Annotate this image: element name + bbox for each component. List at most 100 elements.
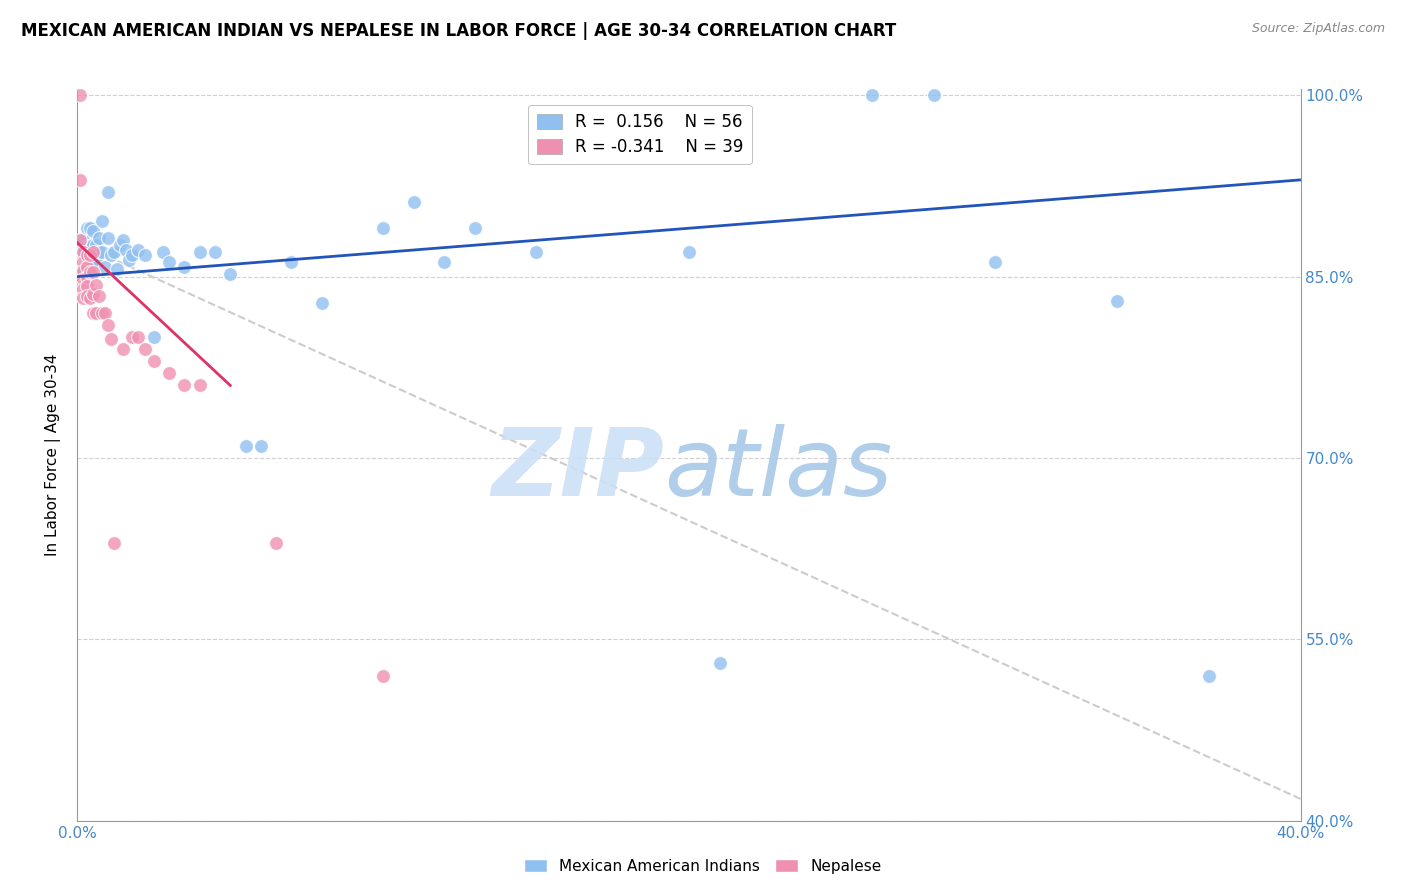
Point bbox=[76, 289, 98, 303]
Point bbox=[112, 342, 135, 356]
Point bbox=[157, 255, 180, 269]
Point bbox=[76, 260, 98, 274]
Point bbox=[69, 233, 91, 247]
Point bbox=[69, 88, 91, 103]
Point bbox=[69, 245, 91, 260]
Point bbox=[79, 291, 101, 305]
Point bbox=[69, 173, 91, 187]
Point bbox=[79, 260, 101, 274]
Point bbox=[90, 306, 112, 320]
Point bbox=[1198, 668, 1220, 682]
Point bbox=[72, 233, 94, 247]
Point bbox=[84, 306, 107, 320]
Point bbox=[922, 88, 945, 103]
Point bbox=[82, 306, 104, 320]
Point bbox=[97, 231, 120, 245]
Point bbox=[142, 330, 165, 344]
Point bbox=[79, 239, 101, 253]
Point bbox=[79, 248, 101, 262]
Point bbox=[76, 279, 98, 293]
Point bbox=[90, 245, 112, 260]
Point bbox=[79, 265, 101, 279]
Point bbox=[82, 245, 104, 260]
Point bbox=[134, 248, 156, 262]
Text: atlas: atlas bbox=[665, 424, 893, 515]
Point bbox=[76, 221, 98, 235]
Point bbox=[157, 367, 180, 381]
Point bbox=[76, 260, 98, 274]
Point bbox=[87, 245, 110, 260]
Point bbox=[188, 245, 211, 260]
Point bbox=[1107, 293, 1129, 308]
Point bbox=[76, 269, 98, 284]
Point bbox=[100, 248, 122, 262]
Point bbox=[72, 245, 94, 260]
Legend: Mexican American Indians, Nepalese: Mexican American Indians, Nepalese bbox=[517, 853, 889, 880]
Point bbox=[862, 88, 884, 103]
Point bbox=[121, 330, 143, 344]
Point bbox=[134, 342, 156, 356]
Text: ZIP: ZIP bbox=[492, 424, 665, 516]
Point bbox=[76, 248, 98, 262]
Point bbox=[97, 185, 120, 199]
Text: MEXICAN AMERICAN INDIAN VS NEPALESE IN LABOR FORCE | AGE 30-34 CORRELATION CHART: MEXICAN AMERICAN INDIAN VS NEPALESE IN L… bbox=[21, 22, 897, 40]
Point bbox=[72, 272, 94, 286]
Point bbox=[402, 194, 425, 209]
Y-axis label: In Labor Force | Age 30-34: In Labor Force | Age 30-34 bbox=[45, 353, 62, 557]
Point bbox=[84, 238, 107, 252]
Point bbox=[76, 239, 98, 253]
Point bbox=[112, 233, 135, 247]
Point bbox=[82, 238, 104, 252]
Point bbox=[82, 265, 104, 279]
Point bbox=[82, 286, 104, 301]
Point bbox=[173, 378, 195, 392]
Point bbox=[118, 252, 141, 267]
Point bbox=[311, 296, 333, 310]
Point bbox=[280, 255, 302, 269]
Point bbox=[433, 255, 456, 269]
Point bbox=[100, 333, 122, 347]
Point bbox=[72, 291, 94, 305]
Point bbox=[103, 535, 125, 549]
Point bbox=[188, 378, 211, 392]
Point bbox=[105, 262, 128, 277]
Point bbox=[678, 245, 700, 260]
Point bbox=[87, 231, 110, 245]
Point bbox=[87, 289, 110, 303]
Point bbox=[72, 282, 94, 296]
Point bbox=[371, 221, 394, 235]
Legend: R =  0.156    N = 56, R = -0.341    N = 39: R = 0.156 N = 56, R = -0.341 N = 39 bbox=[529, 105, 752, 164]
Point bbox=[94, 260, 117, 274]
Point bbox=[97, 318, 120, 332]
Point bbox=[128, 243, 150, 257]
Point bbox=[464, 221, 486, 235]
Point bbox=[84, 255, 107, 269]
Point bbox=[72, 263, 94, 277]
Point bbox=[142, 354, 165, 368]
Point bbox=[72, 255, 94, 269]
Point bbox=[82, 224, 104, 238]
Point bbox=[250, 439, 273, 453]
Point bbox=[72, 263, 94, 277]
Point bbox=[90, 214, 112, 228]
Point bbox=[84, 278, 107, 293]
Point bbox=[72, 245, 94, 260]
Point bbox=[524, 245, 547, 260]
Point bbox=[219, 267, 242, 281]
Point bbox=[264, 535, 287, 549]
Point bbox=[103, 245, 125, 260]
Point bbox=[69, 233, 91, 247]
Point bbox=[709, 657, 731, 671]
Text: Source: ZipAtlas.com: Source: ZipAtlas.com bbox=[1251, 22, 1385, 36]
Point bbox=[79, 221, 101, 235]
Point bbox=[108, 238, 131, 252]
Point bbox=[371, 668, 394, 682]
Point bbox=[82, 255, 104, 269]
Point bbox=[173, 260, 195, 274]
Point bbox=[152, 245, 174, 260]
Point bbox=[235, 439, 257, 453]
Point bbox=[984, 255, 1007, 269]
Point bbox=[121, 248, 143, 262]
Point bbox=[128, 330, 150, 344]
Point bbox=[94, 306, 117, 320]
